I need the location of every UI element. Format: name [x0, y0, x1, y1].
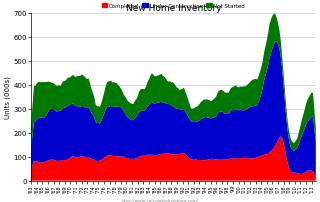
Legend: Completed, Under Construction, Not Started: Completed, Under Construction, Not Start…	[101, 3, 246, 9]
Y-axis label: Units (000s): Units (000s)	[4, 76, 11, 119]
Text: http://www.calculatedriskblog.com/: http://www.calculatedriskblog.com/	[121, 198, 199, 202]
Title: New Home Inventory: New Home Inventory	[126, 4, 221, 13]
